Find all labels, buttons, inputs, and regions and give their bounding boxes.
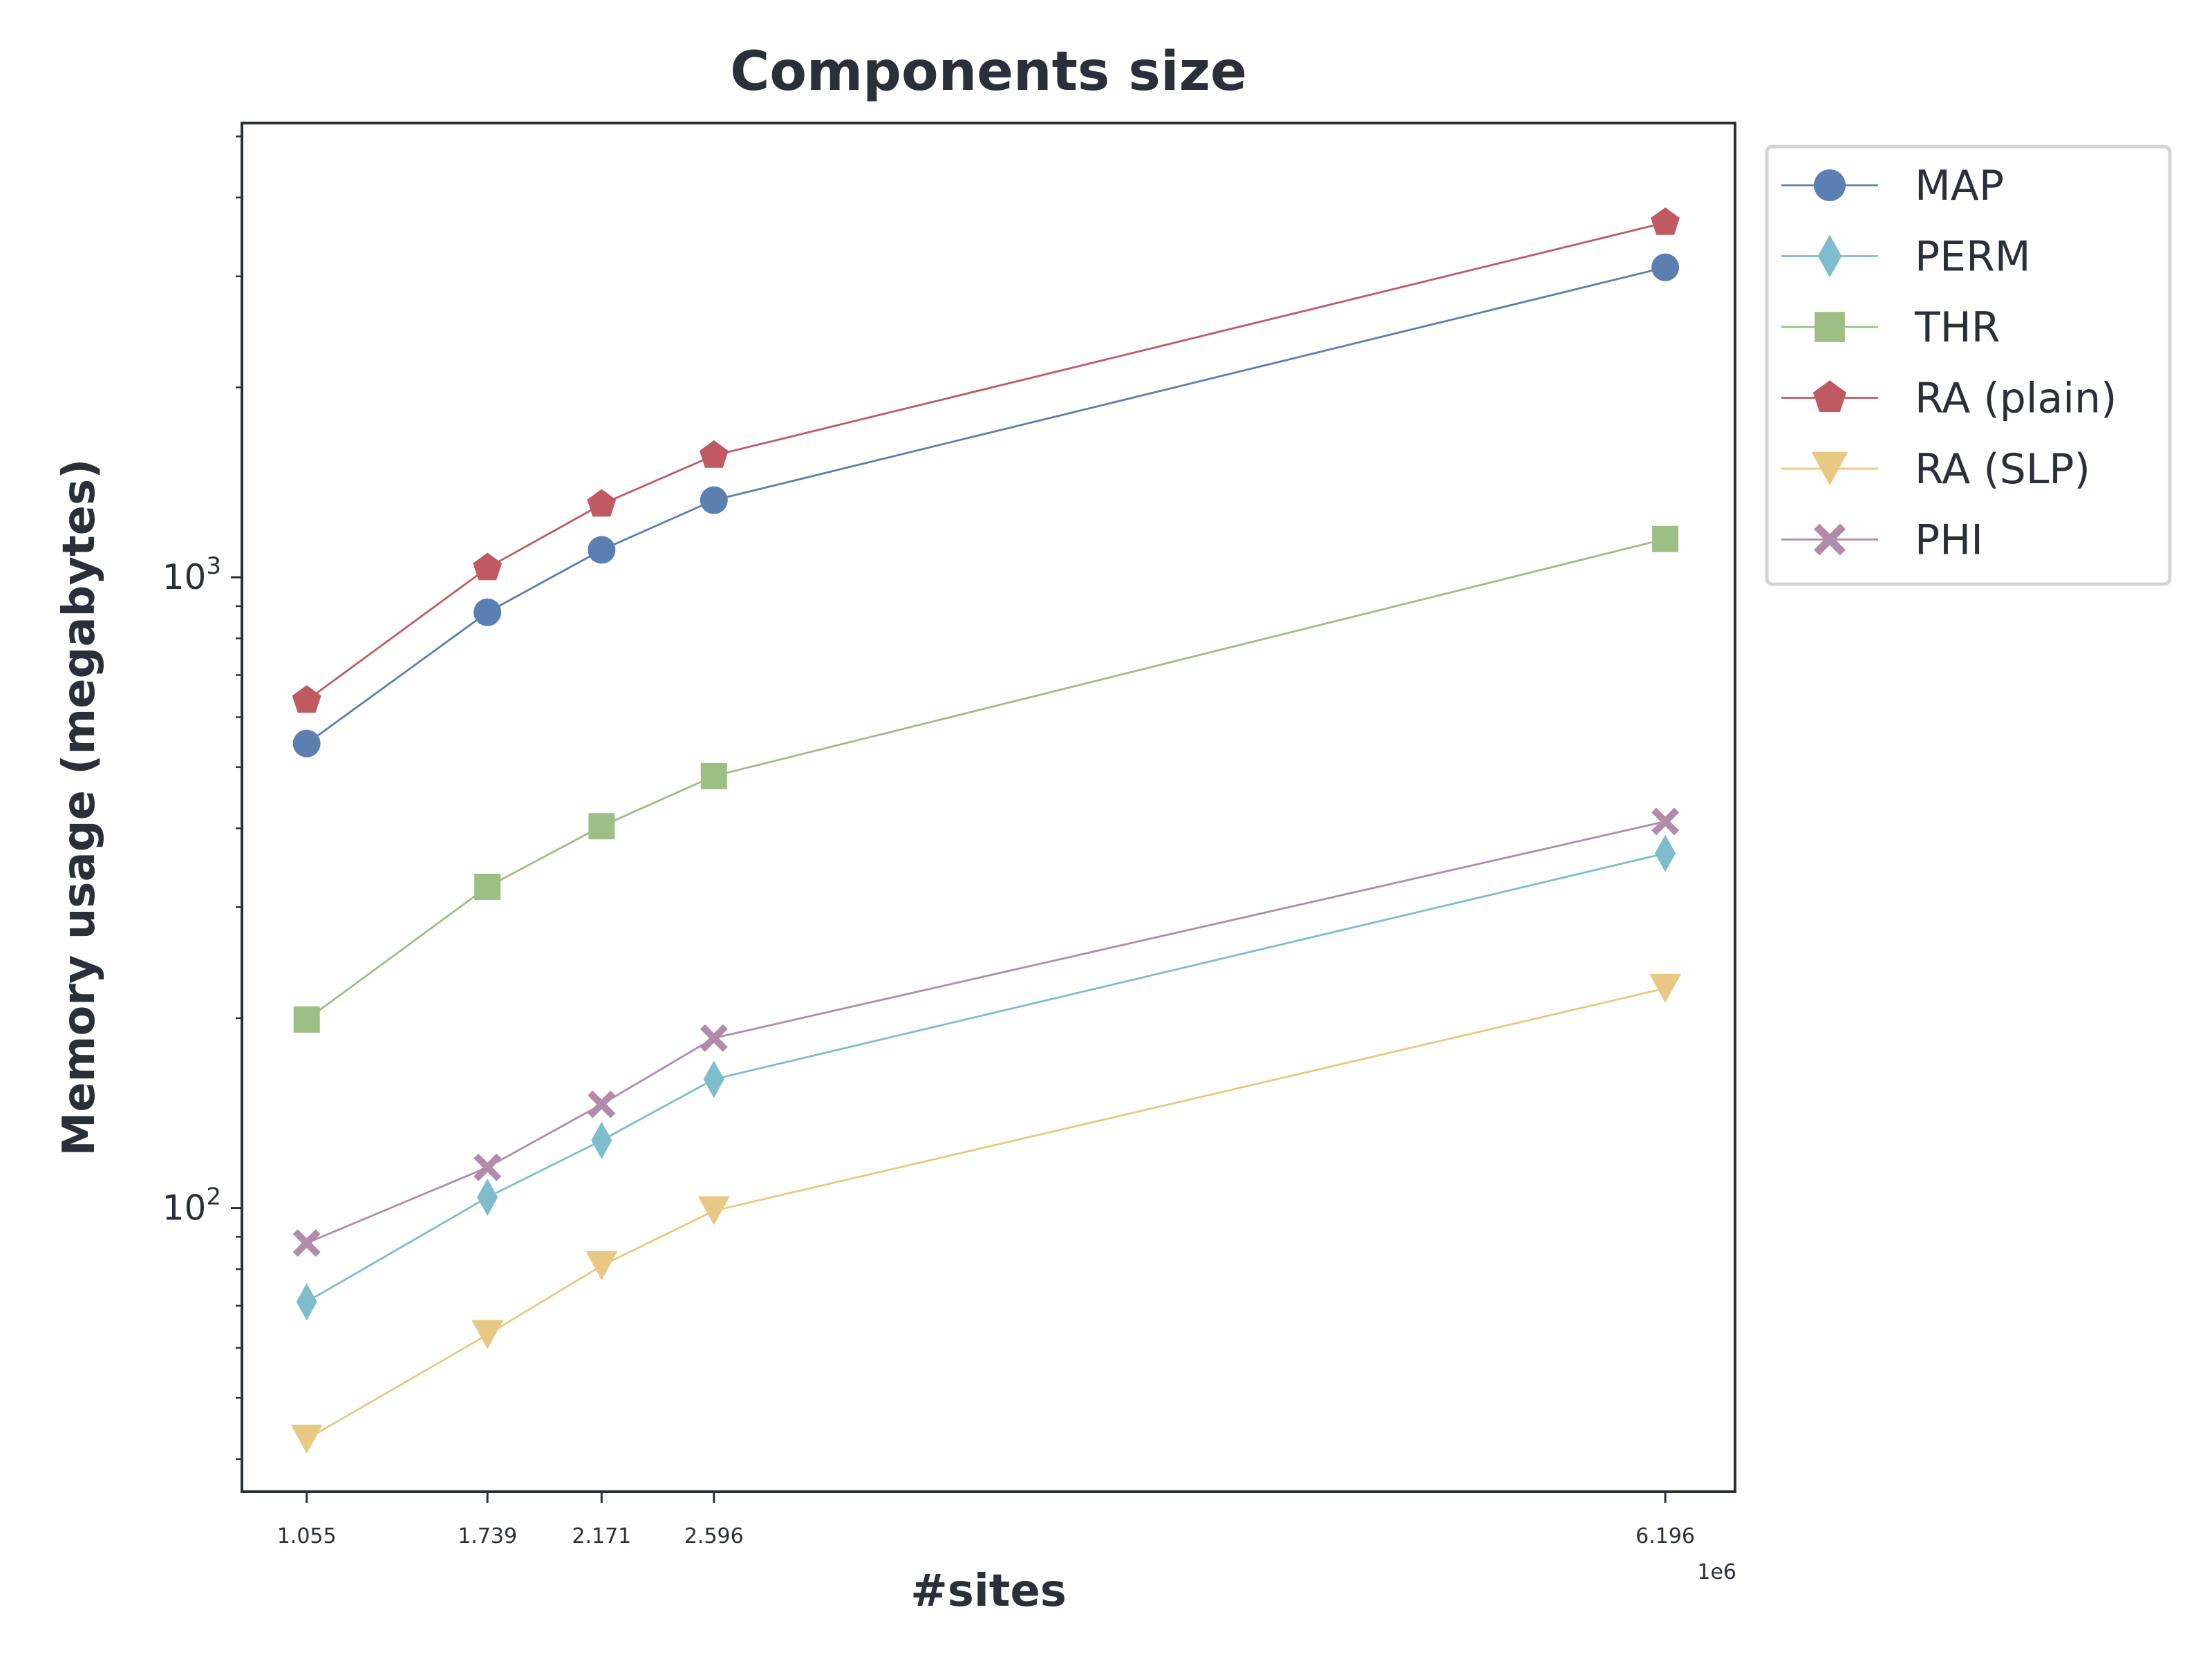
data-point bbox=[474, 1153, 502, 1181]
legend-item: RA (plain) bbox=[1781, 375, 2117, 423]
data-point bbox=[588, 813, 615, 840]
series-line bbox=[306, 266, 1666, 744]
data-point bbox=[473, 552, 503, 581]
legend-item: THR bbox=[1781, 303, 2000, 352]
series-line bbox=[306, 538, 1666, 1021]
y-axis: 102 103 bbox=[162, 135, 242, 1460]
data-point bbox=[588, 1090, 616, 1118]
data-point bbox=[471, 1320, 504, 1349]
legend-label: MAP bbox=[1915, 162, 2004, 210]
data-point bbox=[585, 1251, 618, 1281]
x-tick-label: 1.739 bbox=[458, 1524, 517, 1548]
data-point bbox=[587, 489, 617, 517]
x-axis: 1.055 1.739 2.171 2.596 6.196 bbox=[277, 1492, 1695, 1548]
x-axis-label: #sites bbox=[910, 1566, 1067, 1617]
y-tick-label: 102 bbox=[162, 1183, 221, 1228]
data-point bbox=[697, 1196, 730, 1226]
data-point bbox=[700, 486, 728, 514]
data-point bbox=[474, 598, 502, 626]
legend: MAP PERM THR RA (plain) RA (SLP) PHI bbox=[1765, 144, 2172, 586]
data-point bbox=[290, 1425, 323, 1454]
legend-label: RA (plain) bbox=[1915, 375, 2117, 423]
series-line bbox=[306, 852, 1666, 1303]
series bbox=[292, 253, 1680, 758]
data-point bbox=[293, 1006, 320, 1033]
data-point bbox=[699, 440, 729, 468]
data-point bbox=[1652, 525, 1679, 552]
data-point bbox=[703, 1060, 724, 1098]
data-point bbox=[474, 873, 501, 900]
series-line bbox=[306, 821, 1666, 1244]
x-axis-offset-label: 1e6 bbox=[1697, 1560, 1736, 1584]
series bbox=[296, 834, 1676, 1321]
data-point bbox=[588, 536, 616, 564]
series-line bbox=[306, 987, 1666, 1441]
legend-marker bbox=[1811, 451, 1848, 486]
series bbox=[290, 973, 1682, 1454]
legend-marker bbox=[1817, 234, 1842, 278]
series-line bbox=[306, 221, 1666, 702]
y-axis-label: Memory usage (megabytes) bbox=[54, 459, 105, 1156]
legend-marker bbox=[1815, 312, 1845, 342]
series bbox=[292, 207, 1680, 713]
data-point bbox=[292, 685, 321, 713]
legend-marker bbox=[1814, 169, 1846, 201]
data-point bbox=[591, 1121, 612, 1159]
data-point bbox=[1651, 807, 1680, 836]
legend-item: PHI bbox=[1781, 516, 1983, 565]
legend-label: PHI bbox=[1915, 516, 1983, 565]
legend-item: MAP bbox=[1781, 162, 2004, 210]
x-tick-label: 6.196 bbox=[1635, 1524, 1695, 1548]
legend-label: THR bbox=[1914, 303, 2000, 352]
data-point bbox=[292, 1229, 321, 1257]
data-point bbox=[700, 762, 727, 789]
data-point bbox=[1651, 207, 1680, 235]
x-tick-label: 2.171 bbox=[572, 1524, 631, 1548]
x-tick-label: 1.055 bbox=[277, 1524, 337, 1548]
data-point bbox=[477, 1179, 498, 1217]
legend-marker bbox=[1814, 523, 1846, 556]
legend-label: PERM bbox=[1915, 233, 2031, 281]
series bbox=[293, 525, 1679, 1033]
data-point bbox=[1655, 834, 1676, 872]
chart-title: Components size bbox=[730, 41, 1247, 103]
plot-area bbox=[290, 207, 1682, 1454]
data-point bbox=[700, 1024, 728, 1052]
x-tick-label: 2.596 bbox=[684, 1524, 744, 1548]
data-point bbox=[292, 729, 321, 758]
legend-item: PERM bbox=[1781, 233, 2031, 281]
series bbox=[292, 807, 1680, 1257]
data-point bbox=[1651, 253, 1680, 281]
legend-marker bbox=[1812, 380, 1847, 412]
y-tick-label: 103 bbox=[162, 552, 221, 597]
legend-item: RA (SLP) bbox=[1781, 445, 2090, 494]
data-point bbox=[296, 1283, 317, 1321]
data-point bbox=[1649, 973, 1682, 1003]
legend-label: RA (SLP) bbox=[1915, 445, 2090, 494]
plot-frame bbox=[241, 122, 1736, 1493]
